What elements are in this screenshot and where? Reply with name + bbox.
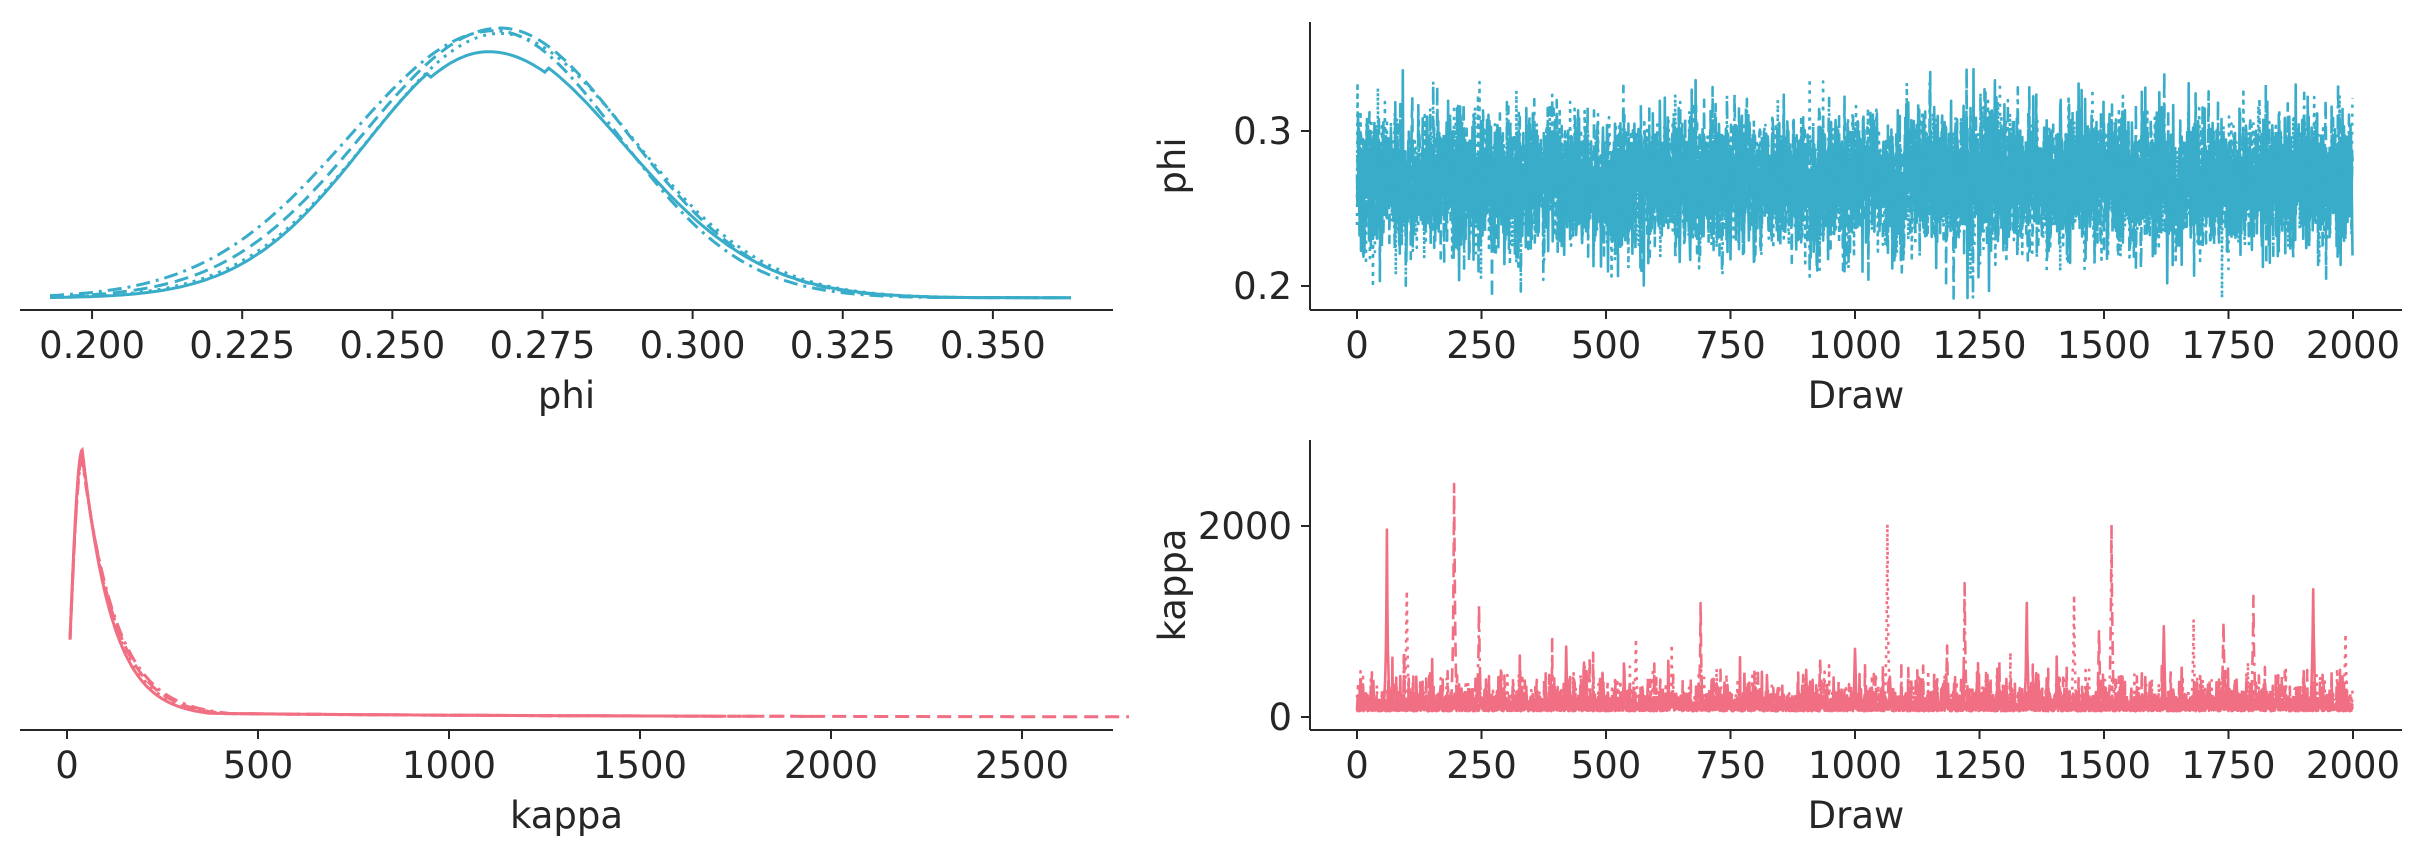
x-tick-label: 0.200 (39, 324, 145, 367)
x-axis-label: phi (538, 374, 595, 417)
kappa-density-panel: 0 500 1000 1500 2000 2500 kappa (20, 446, 1130, 837)
x-tick-label: 1250 (1932, 324, 2026, 367)
x-tick-label: 1000 (1808, 324, 1902, 367)
x-tick-label: 2000 (2306, 744, 2400, 787)
y-tick-label: 2000 (1198, 505, 1292, 548)
x-tick-label: 2000 (2306, 324, 2400, 367)
y-axis-label: kappa (1151, 528, 1194, 641)
trace-line-chain-4 (1355, 523, 2354, 713)
x-tick-label: 500 (223, 744, 294, 787)
density-line-chain-2 (68, 451, 751, 718)
x-tick-label: 2000 (784, 744, 878, 787)
x-tick-label: 1000 (1808, 744, 1902, 787)
x-tick-label: 0.325 (790, 324, 896, 367)
phi-trace-panel: 0.2 0.3 phi 0 250 500 750 1000 1250 1500 1750 2000 D… (1151, 22, 2402, 417)
density-line-chain-4 (49, 29, 1071, 300)
density-line-chain-1 (68, 446, 717, 718)
x-tick-label: 250 (1446, 324, 1517, 367)
x-axis-label: Draw (1808, 374, 1905, 417)
x-tick-label: 500 (1571, 324, 1642, 367)
x-tick-label: 1750 (2181, 324, 2275, 367)
trace-line-chain-4 (1355, 69, 2354, 300)
x-tick-label: 0.225 (189, 324, 295, 367)
x-axis-label: Draw (1808, 794, 1905, 837)
x-tick-label: 0 (1345, 324, 1369, 367)
x-tick-label: 500 (1571, 744, 1642, 787)
x-tick-label: 2500 (975, 744, 1069, 787)
x-tick-label: 0 (55, 744, 79, 787)
density-line-chain-1 (50, 50, 1071, 300)
density-line-chain-3 (68, 452, 1130, 719)
phi-density-panel: 0.200 0.225 0.250 0.275 0.300 0.325 0.350 phi (20, 26, 1113, 417)
x-tick-label: 0.275 (490, 324, 596, 367)
y-tick-label: 0.3 (1233, 110, 1292, 153)
x-tick-label: 750 (1695, 324, 1766, 367)
x-tick-label: 0 (1345, 744, 1369, 787)
density-line-chain-2 (50, 31, 1071, 300)
x-tick-label: 0.350 (940, 324, 1046, 367)
x-axis-label: kappa (510, 794, 623, 837)
trace-line-chain-3 (1355, 482, 2354, 713)
x-tick-label: 0.300 (640, 324, 746, 367)
x-tick-label: 1500 (2057, 744, 2151, 787)
x-tick-label: 1750 (2181, 744, 2275, 787)
x-tick-label: 1500 (2057, 324, 2151, 367)
x-tick-label: 0.250 (339, 324, 445, 367)
x-tick-label: 250 (1446, 744, 1517, 787)
x-tick-label: 1500 (593, 744, 687, 787)
y-axis-label: phi (1151, 137, 1194, 194)
x-tick-label: 1000 (402, 744, 496, 787)
y-tick-label: 0 (1268, 696, 1292, 739)
x-tick-label: 1250 (1932, 744, 2026, 787)
density-line-chain-3 (49, 26, 1071, 300)
density-line-chain-4 (68, 456, 820, 718)
x-tick-label: 750 (1695, 744, 1766, 787)
y-tick-label: 0.2 (1233, 265, 1292, 308)
